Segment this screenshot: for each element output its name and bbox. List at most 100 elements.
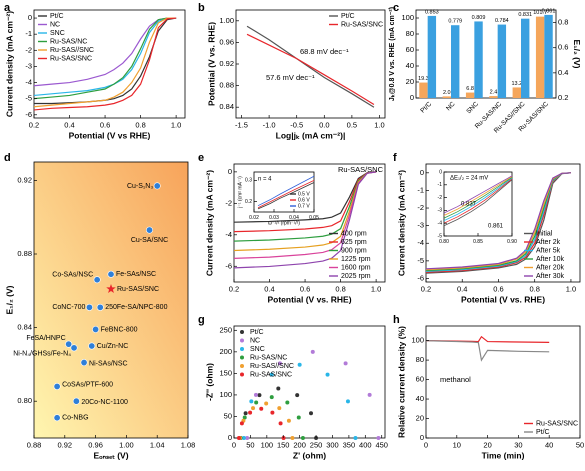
point	[253, 392, 258, 397]
x-tick-label: 150	[277, 441, 290, 450]
legend-label: NC	[250, 337, 260, 344]
point	[88, 342, 96, 350]
value-label: 19.3	[418, 76, 429, 82]
y-tick-label: -5	[25, 94, 32, 103]
line	[425, 172, 571, 270]
y-tick-label: 40	[416, 394, 424, 403]
point	[241, 436, 246, 440]
panel-label: a	[4, 2, 11, 14]
y-tick-label: -6	[225, 261, 232, 270]
legend-symbol	[240, 330, 244, 334]
line	[33, 17, 177, 97]
x-tick-label: 1.08	[181, 441, 196, 450]
y-tick-label: 0.3	[245, 178, 252, 184]
legend-label: 0.6 V	[298, 197, 310, 203]
point	[309, 411, 314, 416]
line	[33, 17, 177, 108]
legend-label: 2025 rpm	[341, 273, 371, 280]
x-tick-label: 300	[326, 441, 339, 450]
point	[325, 372, 330, 377]
legend-label: Ru-SAS//SNC	[250, 363, 294, 370]
y-tick-label: -1	[25, 29, 32, 38]
value-label: 0.853	[425, 9, 439, 15]
bar	[489, 96, 498, 98]
point	[367, 392, 372, 397]
point	[297, 362, 302, 367]
point	[239, 421, 244, 426]
x-tick-label: 50	[246, 441, 254, 450]
point	[269, 372, 274, 377]
line	[443, 177, 513, 222]
x-tick-label: 0	[232, 441, 236, 450]
point	[295, 393, 300, 398]
x-tick-label: 0.8	[135, 121, 145, 130]
point	[286, 418, 291, 423]
point	[243, 411, 248, 416]
value-label: 0.784	[495, 18, 509, 24]
plot-area	[415, 9, 557, 99]
line	[443, 176, 513, 216]
y-axis-label: Current density (mA cm⁻²)	[396, 170, 406, 276]
legend-label: SNC	[250, 346, 265, 353]
legend-label: Initial	[536, 230, 553, 237]
point-label: Cu-S₁N₃	[127, 183, 153, 190]
x-axis-label: Potential (V vs RHE)	[69, 130, 151, 140]
y-tick-label: -4	[225, 230, 232, 239]
line	[443, 175, 513, 214]
x-tick-label: Pt/C	[419, 100, 433, 114]
point	[259, 406, 264, 411]
x-tick-label: 40	[545, 441, 553, 450]
value-label: 2.4	[490, 90, 498, 96]
legend-label: After 20k	[536, 264, 565, 271]
point-label: Co-NBG	[62, 415, 88, 422]
bar	[512, 87, 521, 98]
x-tick-label: 0.6	[300, 285, 310, 294]
y-tick-label: 0.2	[245, 199, 252, 205]
point	[251, 406, 256, 411]
y-axis-label: Current density (mA cm⁻²)	[204, 170, 214, 276]
point	[65, 340, 73, 348]
y-tick-label: 0.92	[219, 59, 234, 68]
legend-symbol	[240, 347, 244, 351]
point	[85, 303, 93, 311]
y-tick-label: 0.80	[17, 396, 32, 405]
x-tick-label: 0	[424, 441, 428, 450]
line	[257, 180, 315, 209]
legend-symbol	[240, 364, 244, 368]
point	[285, 400, 290, 405]
point-label: FeSA/HNPC	[26, 335, 65, 342]
x-tick-label: 400	[359, 441, 372, 450]
y-tick-label: 50	[224, 411, 232, 420]
x-tick-label: 100	[261, 441, 274, 450]
point	[290, 436, 295, 440]
annotation: 57.6 mV dec⁻¹	[266, 73, 315, 82]
y-tick-label: -6	[417, 273, 424, 282]
point	[249, 399, 254, 404]
point	[353, 436, 358, 440]
y2-tick-label: 0.6	[558, 43, 568, 52]
x-tick-label: 1.0	[371, 285, 381, 294]
point-label: Fe-SAs/NSC	[116, 271, 156, 278]
value-label: 0.831	[518, 12, 532, 18]
line	[34, 17, 177, 105]
point-label: CoSAs/PTF-600	[62, 381, 113, 388]
bar	[521, 18, 530, 98]
y-tick-label: -1	[438, 182, 443, 188]
x-tick-label: 0.92	[57, 441, 72, 450]
legend-label: Pt/C	[341, 13, 355, 20]
point-label: Cu-SA/SNC	[131, 237, 168, 244]
legend-label: Pt/C	[536, 429, 550, 436]
point	[242, 415, 247, 420]
y-tick-label: -2	[225, 198, 232, 207]
annotation: 0.837	[461, 202, 477, 208]
x-tick-label: 0.5	[347, 121, 357, 130]
value-label: 101.7	[533, 10, 547, 16]
point	[345, 399, 350, 404]
line	[443, 179, 513, 227]
value-label: 13.2	[511, 81, 522, 87]
line	[257, 182, 315, 210]
x-tick-label: 0.88	[27, 441, 42, 450]
point-label: 20Co-NC-1100	[81, 399, 128, 406]
bar	[497, 24, 507, 99]
y-tick-label: -5	[417, 256, 424, 265]
